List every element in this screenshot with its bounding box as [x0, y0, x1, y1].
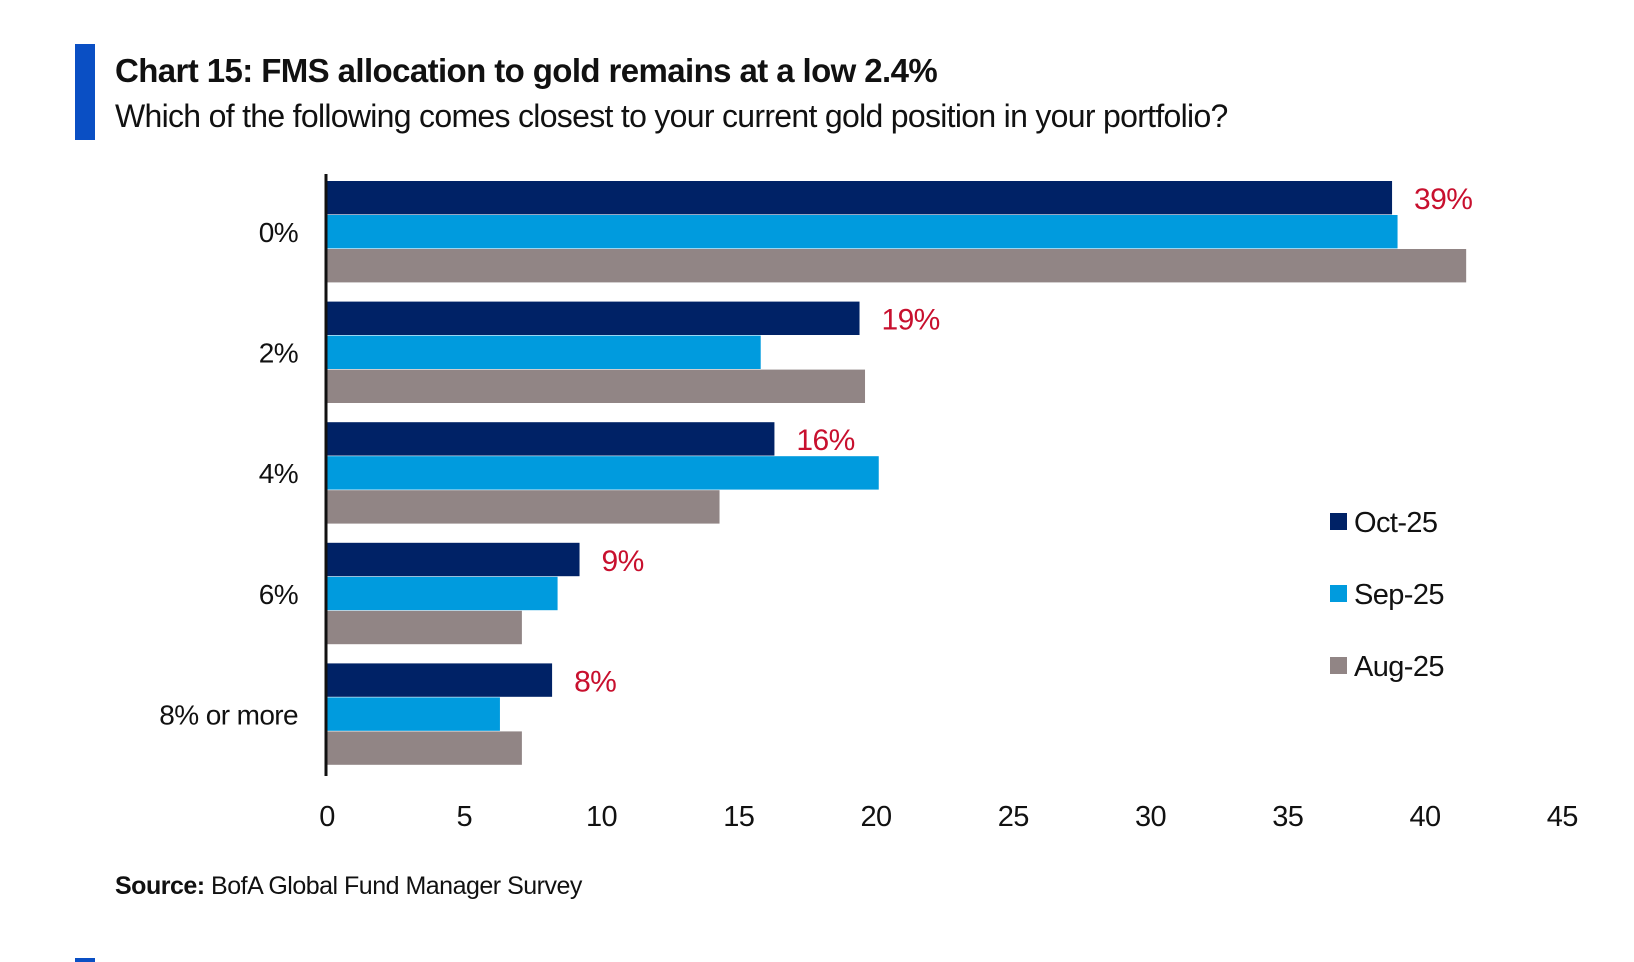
- category-label: 4%: [259, 458, 298, 489]
- data-label: 19%: [882, 304, 940, 337]
- bottom-accent-mark: [75, 958, 95, 962]
- legend-swatch-sep-25: [1330, 585, 1347, 602]
- x-tick-label: 20: [860, 801, 891, 833]
- legend-label-aug-25: Aug-25: [1354, 651, 1444, 683]
- bar-aug-25-0: [327, 249, 1467, 283]
- bar-sep-25-3: [327, 576, 558, 611]
- x-tick-label: 15: [723, 801, 754, 833]
- bar-oct-25-3: [327, 542, 580, 577]
- category-labels: 0% 2% 4% 6% 8% or more: [159, 217, 298, 730]
- x-tick-label: 40: [1409, 801, 1440, 833]
- category-label: 2%: [259, 338, 298, 369]
- x-tick-label: 35: [1272, 801, 1303, 833]
- source-label: Source:: [115, 872, 205, 900]
- source-note: Source: BofA Global Fund Manager Survey: [115, 872, 582, 901]
- x-tick-label: 10: [586, 801, 617, 833]
- x-tick-label: 25: [998, 801, 1029, 833]
- bar-sep-25-1: [327, 335, 761, 369]
- data-labels: 39% 19% 16% 9% 8%: [574, 183, 1473, 698]
- bar-aug-25-2: [327, 490, 720, 524]
- chart-subtitle: Which of the following comes closest to …: [115, 98, 1228, 134]
- legend-label-sep-25: Sep-25: [1354, 579, 1444, 611]
- data-label: 8%: [574, 665, 616, 698]
- legend-swatch-oct-25: [1330, 513, 1347, 530]
- bar-sep-25-4: [327, 697, 500, 731]
- bar-sep-25-2: [327, 456, 879, 490]
- x-tick-label: 45: [1547, 801, 1578, 833]
- legend-label-oct-25: Oct-25: [1354, 507, 1437, 539]
- legend: Oct-25 Sep-25 Aug-25: [1330, 507, 1445, 683]
- category-label: 6%: [259, 579, 298, 610]
- x-tick-label: 0: [319, 801, 335, 833]
- data-label: 16%: [796, 424, 854, 457]
- x-tick-label: 5: [456, 801, 472, 833]
- data-label: 9%: [602, 545, 644, 578]
- title-accent-bar: [75, 44, 95, 140]
- data-label: 39%: [1414, 183, 1472, 216]
- bar-aug-25-3: [327, 610, 522, 645]
- category-label: 8% or more: [159, 699, 298, 730]
- chart-title: Chart 15: FMS allocation to gold remains…: [115, 52, 938, 89]
- bars-layer: [327, 181, 1467, 765]
- source-text: BofA Global Fund Manager Survey: [211, 872, 582, 900]
- bar-oct-25-4: [327, 663, 553, 697]
- bar-aug-25-1: [327, 369, 866, 403]
- bar-aug-25-4: [327, 731, 522, 765]
- bar-oct-25-1: [327, 301, 860, 335]
- x-tick-label: 30: [1135, 801, 1166, 833]
- legend-swatch-aug-25: [1330, 657, 1347, 674]
- category-label: 0%: [259, 217, 298, 248]
- x-axis-ticks: 0 5 10 15 20 25 30 35 40 45: [319, 801, 1578, 833]
- bar-oct-25-2: [327, 422, 775, 456]
- bar-oct-25-0: [327, 181, 1393, 215]
- bar-sep-25-0: [327, 215, 1398, 249]
